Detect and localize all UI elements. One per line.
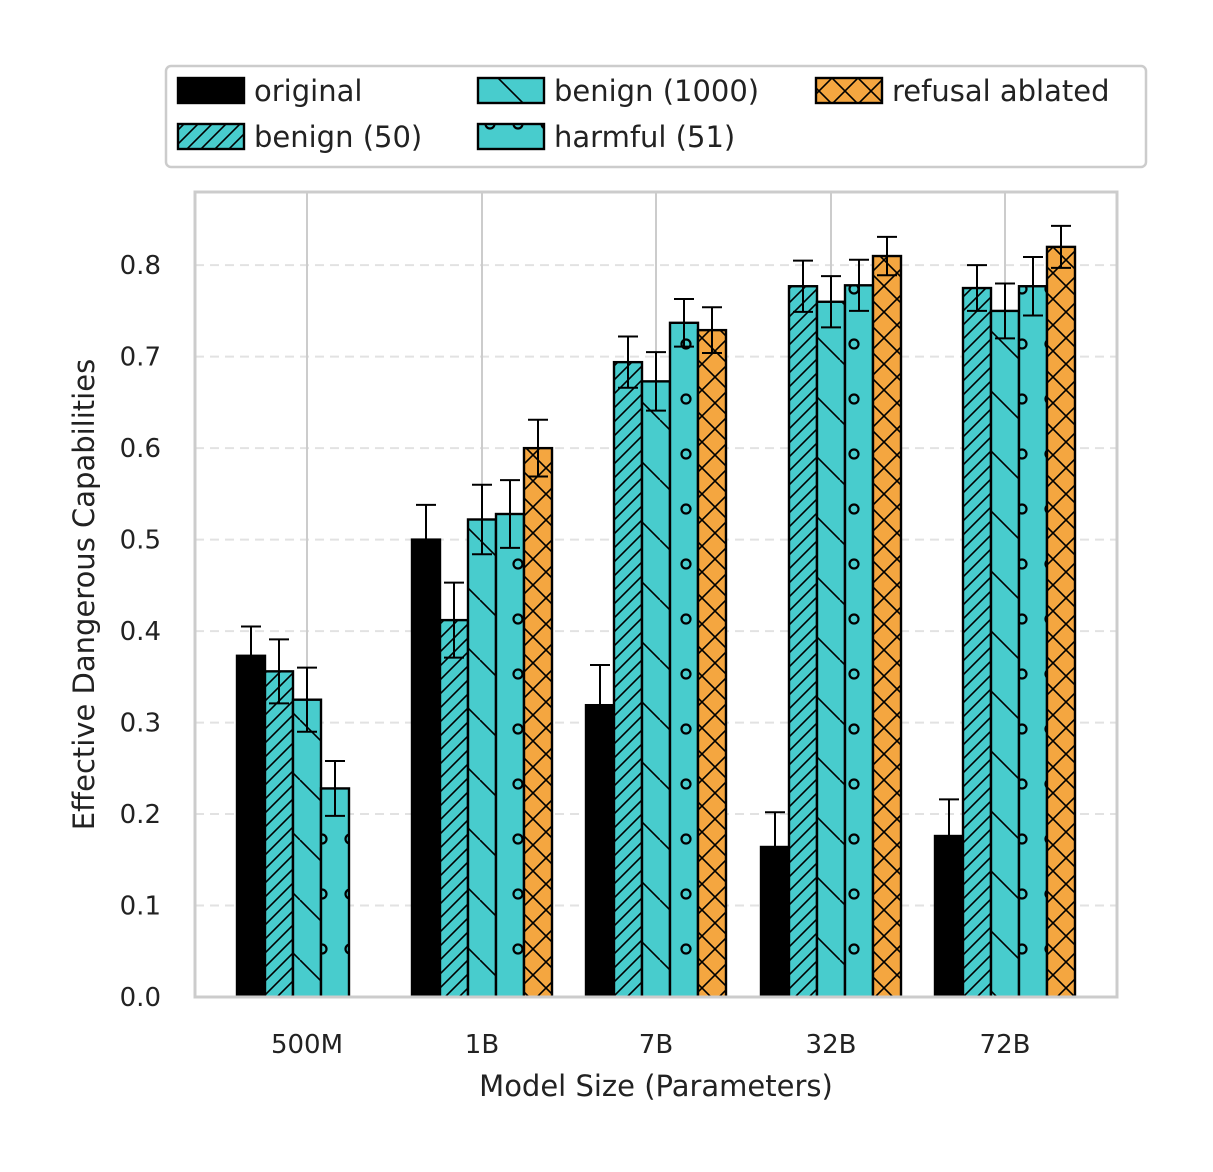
y-tick-label: 0.5 — [120, 526, 161, 556]
bar-pattern-benign-1000 — [991, 310, 1019, 998]
error-bar-benign-1000 — [821, 275, 841, 329]
bar-original — [237, 655, 265, 997]
y-tick-label: 0.0 — [120, 983, 161, 1013]
plot-frame — [193, 190, 1119, 999]
error-bar-original — [765, 811, 785, 883]
bar-pattern-harmful-51 — [321, 788, 349, 997]
bar-pattern-harmful-51 — [496, 514, 524, 997]
error-bar-harmful-51 — [325, 759, 345, 817]
legend-swatch — [176, 122, 246, 151]
error-bar-original — [590, 663, 610, 747]
bar-pattern-benign-1000 — [468, 519, 496, 997]
legend-label: refusal ablated — [892, 74, 1110, 108]
error-bar-refusal-ablated — [877, 235, 897, 277]
error-bar-refusal-ablated — [528, 418, 548, 478]
y-tick-label: 0.3 — [120, 709, 161, 739]
error-bar-original — [241, 625, 261, 687]
x-tick-label: 32B — [806, 1030, 857, 1060]
legend-box — [164, 64, 1148, 169]
error-bar-harmful-51 — [500, 479, 520, 549]
legend: original benign (50) benign (1000) harmful … — [164, 64, 1148, 169]
error-bar-benign-50 — [793, 259, 813, 313]
error-bar-benign-50 — [444, 581, 464, 659]
y-tick-label: 0.7 — [120, 343, 161, 373]
bar-pattern-benign-50 — [440, 620, 468, 997]
legend-label: benign (50) — [254, 120, 422, 154]
bar-original — [412, 539, 440, 997]
legend-item-benign-50: benign (50) — [176, 120, 422, 154]
legend-item-original: original — [176, 74, 362, 108]
x-tick-label: 7B — [639, 1030, 673, 1060]
bar-original — [586, 705, 614, 997]
x-axis-label: Model Size (Parameters) — [479, 1069, 833, 1103]
y-tick-label: 0.6 — [120, 434, 161, 464]
legend-swatch — [476, 76, 546, 105]
y-axis-ticks: 0.0 0.1 0.2 0.3 0.4 0.5 0.6 0.7 0.8 — [120, 251, 161, 1013]
error-bar-harmful-51 — [1023, 255, 1043, 317]
bar-pattern-benign-1000 — [642, 381, 670, 998]
bar-pattern-harmful-51 — [1019, 286, 1047, 998]
legend-item-harmful-51: harmful (51) — [476, 120, 735, 154]
error-bar-refusal-ablated — [702, 306, 722, 354]
error-bar-original — [416, 503, 436, 576]
bar-pattern-benign-50 — [265, 671, 293, 997]
error-bar-benign-50 — [967, 264, 987, 312]
y-tick-label: 0.8 — [120, 251, 161, 281]
bar-pattern-benign-50 — [614, 362, 642, 998]
legend-item-benign-1000: benign (1000) — [476, 74, 759, 108]
x-tick-label: 500M — [271, 1030, 343, 1060]
legend-item-refusal-ablated: refusal ablated — [814, 74, 1110, 108]
legend-swatch — [176, 76, 246, 105]
error-bar-refusal-ablated — [1051, 224, 1071, 269]
error-bar-benign-1000 — [646, 351, 666, 412]
bar-pattern-benign-50 — [789, 286, 817, 998]
error-bar-benign-1000 — [472, 483, 492, 556]
y-axis-label: Effective Dangerous Capabilities — [67, 359, 101, 830]
legend-label: original — [254, 74, 362, 108]
y-tick-label: 0.1 — [120, 892, 161, 922]
bars — [235, 245, 1077, 999]
y-tick-label: 0.2 — [120, 800, 161, 830]
x-tick-label: 1B — [465, 1030, 499, 1060]
x-axis-ticks: 500M 1B 7B 32B 72B — [271, 1030, 1030, 1060]
error-bar-original — [939, 798, 959, 874]
legend-swatch — [814, 76, 884, 105]
bar-pattern-refusal-ablated — [524, 448, 552, 997]
error-bar-benign-50 — [269, 638, 289, 705]
x-tick-label: 72B — [980, 1030, 1031, 1060]
error-bar-harmful-51 — [849, 258, 869, 312]
bar-pattern-refusal-ablated — [698, 330, 726, 997]
bar-pattern-benign-1000 — [293, 699, 321, 997]
legend-swatch — [476, 122, 546, 151]
bar-pattern-refusal-ablated — [873, 256, 901, 998]
error-bar-benign-1000 — [297, 666, 317, 733]
error-bars — [241, 224, 1071, 883]
bar-pattern-refusal-ablated — [1047, 246, 1075, 998]
error-bar-benign-50 — [618, 335, 638, 389]
legend-label: harmful (51) — [554, 120, 735, 154]
bar-pattern-benign-1000 — [817, 301, 845, 998]
error-bar-benign-1000 — [995, 282, 1015, 340]
bar-pattern-harmful-51 — [670, 322, 698, 997]
bar-pattern-harmful-51 — [845, 285, 873, 997]
legend-label: benign (1000) — [554, 74, 759, 108]
bar-pattern-benign-50 — [963, 288, 991, 997]
y-tick-label: 0.4 — [120, 617, 161, 647]
error-bar-harmful-51 — [674, 298, 694, 348]
